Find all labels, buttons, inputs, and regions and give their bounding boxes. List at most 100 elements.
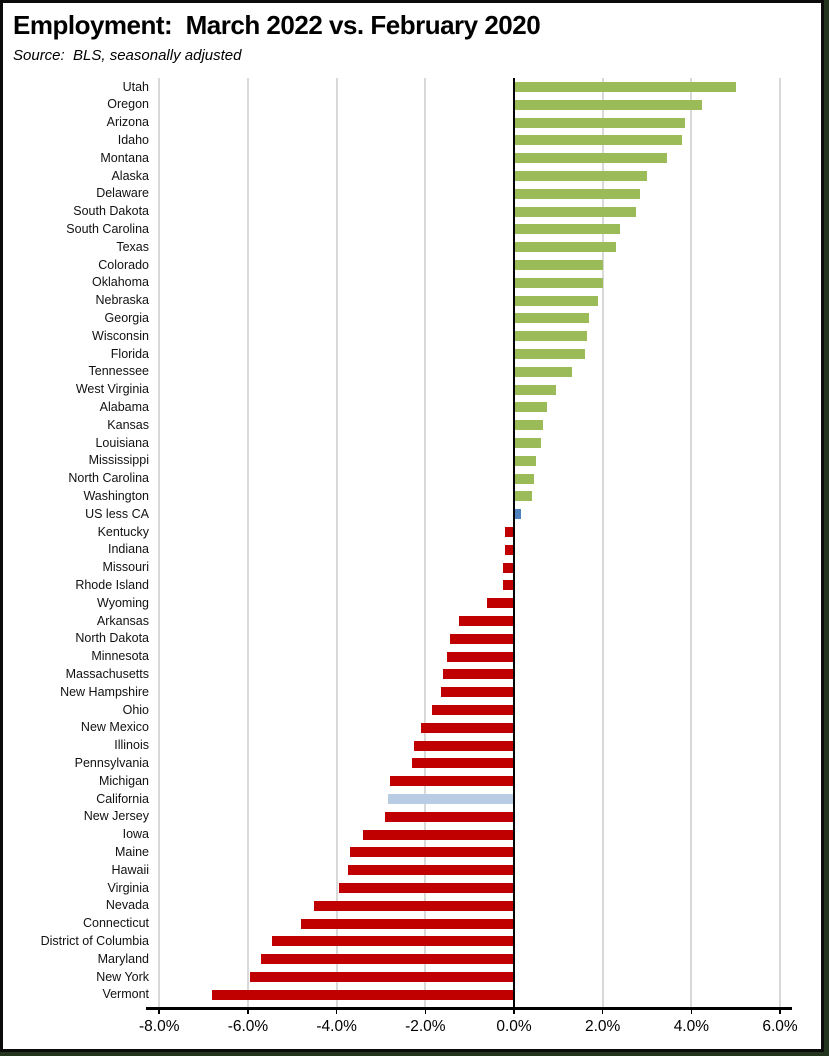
category-label: Maryland [97, 951, 149, 966]
x-gridline [424, 78, 427, 1007]
bar [505, 544, 514, 555]
category-label: Ohio [122, 702, 149, 717]
category-label: Tennessee [88, 364, 149, 379]
x-axis-tick [601, 1007, 604, 1014]
bar [514, 135, 683, 146]
bar [387, 793, 514, 804]
bar [347, 865, 514, 876]
category-label: South Carolina [66, 222, 149, 237]
category-label: Georgia [104, 311, 149, 326]
category-label: Colorado [98, 257, 149, 272]
bar [514, 473, 534, 484]
bar [514, 313, 590, 324]
x-tick-label: -2.0% [405, 1018, 446, 1035]
category-label: New York [96, 969, 149, 984]
bar [514, 153, 667, 164]
bar [487, 598, 514, 609]
category-label: New Mexico [80, 720, 149, 735]
bar [458, 615, 514, 626]
x-axis-tick [424, 1007, 427, 1014]
bar [514, 224, 621, 235]
bar [514, 366, 572, 377]
category-label: Alaska [111, 168, 149, 183]
category-label: Minnesota [91, 649, 149, 664]
bar [514, 348, 585, 359]
bar [514, 437, 541, 448]
bar [502, 562, 514, 573]
category-label: Montana [100, 150, 149, 165]
x-tick-label: 6.0% [762, 1018, 798, 1035]
category-label: Arkansas [96, 613, 149, 628]
x-gridline [335, 78, 338, 1007]
category-label: Missouri [102, 560, 149, 575]
x-tick-label: -4.0% [316, 1018, 357, 1035]
x-gridline [246, 78, 249, 1007]
bar [514, 491, 532, 502]
category-label: Louisiana [95, 435, 149, 450]
bar [514, 170, 648, 181]
category-label: Oklahoma [92, 275, 149, 290]
category-label: Washington [83, 489, 149, 504]
x-tick-label: 2.0% [585, 1018, 621, 1035]
bar [502, 580, 514, 591]
x-axis-tick [158, 1007, 161, 1014]
bar [514, 117, 685, 128]
bar [514, 420, 543, 431]
category-label: Pennsylvania [74, 756, 149, 771]
category-label: West Virginia [75, 382, 149, 397]
category-label: Vermont [102, 987, 149, 1002]
category-label: California [96, 791, 149, 806]
bar [250, 971, 514, 982]
category-label: Wyoming [97, 595, 149, 610]
bar [514, 259, 603, 270]
category-label: Alabama [99, 400, 149, 415]
bar [314, 900, 514, 911]
bar [261, 954, 514, 965]
plot-area: -8.0% -6.0% -4.0% -2.0% 0.0% 2.0% 4.0% 6.0% Utah… [3, 3, 821, 1049]
bar [420, 722, 514, 733]
bar [349, 847, 514, 858]
bar [514, 99, 703, 110]
category-label: Oregon [107, 97, 149, 112]
bar [514, 206, 636, 217]
category-label: Arizona [106, 115, 149, 130]
category-label: District of Columbia [40, 934, 149, 949]
bar [338, 882, 514, 893]
category-label: Kentucky [97, 524, 149, 539]
x-tick-label: -6.0% [227, 1018, 269, 1035]
category-label: Utah [122, 79, 149, 94]
bar [514, 384, 557, 395]
category-label: Virginia [107, 880, 149, 895]
bar [414, 740, 514, 751]
category-label: Rhode Island [75, 578, 149, 593]
x-tick-label: 0.0% [496, 1018, 532, 1035]
category-label: Texas [116, 239, 149, 254]
x-axis-tick [247, 1007, 249, 1014]
bar [449, 633, 514, 644]
category-label: Mississippi [88, 453, 149, 468]
category-label: Idaho [117, 133, 149, 148]
category-label: US less CA [85, 506, 149, 521]
category-label: Massachusetts [65, 667, 149, 682]
x-gridline [158, 78, 161, 1007]
bar [440, 687, 514, 698]
x-tick-label: 4.0% [673, 1018, 710, 1035]
category-label: Delaware [96, 186, 149, 201]
chart-title: Employment: March 2022 vs. February 2020 [13, 10, 541, 40]
bar [301, 918, 514, 929]
chart-subtitle: Source: BLS, seasonally adjusted [13, 47, 242, 64]
bar [431, 704, 514, 715]
x-axis-tick [690, 1007, 693, 1014]
bar [514, 81, 736, 92]
category-label: Florida [110, 346, 149, 361]
category-label: South Dakota [73, 204, 149, 219]
category-label: Nebraska [95, 293, 150, 308]
bar [443, 669, 514, 680]
x-gridline [779, 78, 782, 1007]
x-axis-tick [779, 1007, 781, 1014]
category-label: New Jersey [83, 809, 149, 824]
x-gridline [601, 78, 604, 1007]
x-axis-tick [335, 1007, 338, 1014]
bar [212, 989, 514, 1000]
bar [514, 277, 603, 288]
